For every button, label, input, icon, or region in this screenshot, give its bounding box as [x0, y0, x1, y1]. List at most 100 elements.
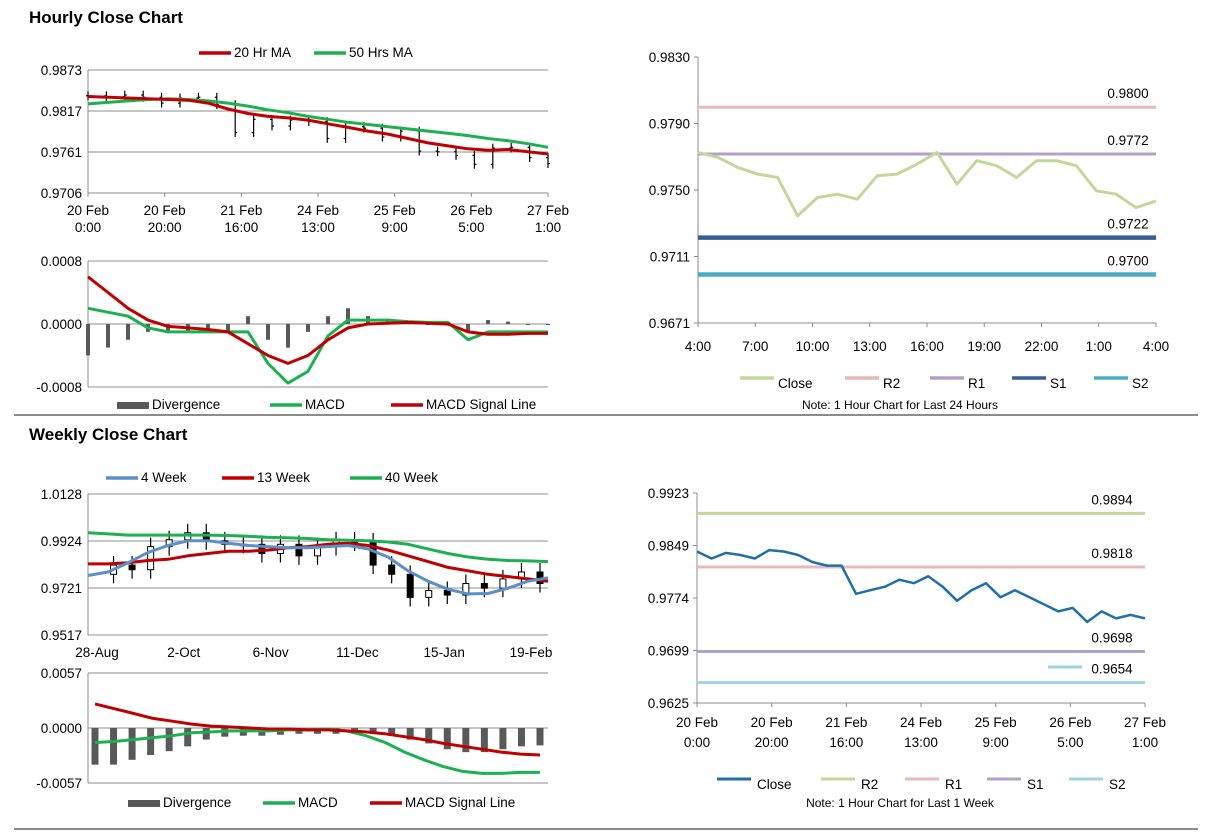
hourly-price-y-tick-label: 0.9761	[41, 145, 82, 160]
weekly-price-candle-body	[499, 578, 507, 589]
hourly-price-x-tick-label: 9:00	[382, 220, 408, 235]
weekly-levels-x-tick-label: 0:00	[684, 735, 710, 750]
hourly-macd-divergence-bar	[86, 324, 90, 356]
hourly-levels-s2-value-label: 0.9700	[1107, 253, 1148, 268]
weekly-levels-x-tick-label: 13:00	[904, 735, 938, 750]
hourly-macd-signal-line	[87, 275, 548, 365]
weekly-macd-divergence-bar	[536, 728, 544, 746]
hourly-macd-divergence-bar	[106, 324, 110, 348]
hourly-levels-y-tick-label: 0.9830	[649, 50, 690, 65]
weekly-macd-divergence-bar	[202, 728, 210, 740]
hourly-price-y-tick-label: 0.9873	[41, 63, 82, 78]
weekly-macd-divergence-bar	[517, 728, 525, 747]
weekly-price-candle-body	[480, 583, 488, 589]
weekly-macd-grid	[87, 672, 548, 784]
weekly-price-x-tick-label: 2-Oct	[167, 645, 200, 660]
weekly-price-x-tick-label: 19-Feb	[510, 645, 553, 660]
weekly-levels-close-line	[696, 548, 1146, 624]
weekly-price-y-tick-label: 1.0128	[41, 487, 82, 502]
weekly-levels-x-tick-label: 20 Feb	[751, 715, 793, 730]
hourly-macd-divergence-bar	[526, 324, 530, 325]
weekly-levels-x-tick-label: 1:00	[1132, 735, 1158, 750]
hourly-levels-x-tick-label: 4:00	[1143, 339, 1169, 354]
hourly-macd-legend-divergence-label: Divergence	[152, 397, 220, 412]
hourly-price-x-tick-label: 20 Feb	[144, 203, 186, 218]
hourly-macd-divergence-bar	[346, 308, 350, 324]
hourly-price-ohlc	[86, 90, 550, 169]
weekly-levels-x-tick-label: 20:00	[755, 735, 789, 750]
hourly-macd-divergence-bar	[266, 324, 270, 340]
hourly-price-x-tick-label: 16:00	[224, 220, 258, 235]
weekly-price-13wk-line	[88, 541, 549, 583]
hourly-price-x-tick-label: 20:00	[148, 220, 182, 235]
weekly-macd-legend-divergence-swatch	[128, 800, 160, 807]
weekly-levels-s1-value-label: 0.9698	[1091, 631, 1132, 646]
hourly-macd-y-tick-label: -0.0008	[36, 380, 82, 395]
weekly-levels-x-tick-label: 20 Feb	[676, 715, 718, 730]
weekly-price-candle-body	[406, 573, 414, 598]
weekly-levels-y-tick-label: 0.9774	[648, 591, 690, 606]
hourly-price-x-tick-label: 0:00	[75, 220, 101, 235]
weekly-levels-x-tick-label: 25 Feb	[975, 715, 1017, 730]
weekly-price-y-tick-label: 0.9721	[41, 581, 82, 596]
weekly-price-4wk-line	[87, 539, 549, 596]
weekly-price-candle-body	[295, 543, 303, 557]
weekly-price-y-tick-label: 0.9924	[41, 534, 83, 549]
weekly-macd-divergence-bar	[147, 728, 155, 756]
weekly-levels-x-tick-label: 16:00	[829, 735, 863, 750]
weekly-macd-divergence-bar	[128, 728, 136, 760]
hourly-price-legend-20hr-label: 20 Hr MA	[234, 45, 291, 60]
hourly-price-x-tick-label: 27 Feb	[527, 203, 569, 218]
weekly-levels-r2-value-label: 0.9894	[1091, 492, 1133, 507]
hourly-price-y-tick-label: 0.9706	[41, 186, 82, 201]
weekly-macd-divergence-bar	[462, 728, 470, 753]
weekly-levels-r1-value-label: 0.9818	[1091, 546, 1132, 561]
weekly-levels-legend-label: S1	[1027, 777, 1044, 792]
weekly-levels-x-tick-label: 21 Feb	[825, 715, 867, 730]
hourly-price-legend-50hr-label: 50 Hrs MA	[349, 45, 413, 60]
weekly-levels-y-tick-label: 0.9625	[648, 696, 689, 711]
weekly-levels-x-tick-label: 9:00	[983, 735, 1009, 750]
weekly-macd-divergence-bar	[499, 728, 507, 750]
hourly-levels-x-tick-label: 16:00	[910, 339, 944, 354]
hourly-macd-divergence-bar	[286, 324, 290, 348]
weekly-macd-legend-macd-label: MACD	[298, 795, 338, 810]
hourly-price-x-tick-label: 24 Feb	[297, 203, 339, 218]
hourly-levels-y-tick-label: 0.9671	[649, 316, 690, 331]
weekly-price-candle-body	[128, 564, 136, 571]
hourly-levels-x-tick-label: 1:00	[1086, 339, 1112, 354]
weekly-macd-line	[94, 727, 540, 775]
weekly-macd-divergence-bar	[480, 728, 488, 753]
hourly-levels-legend-label: S1	[1050, 376, 1067, 391]
weekly-macd-legend-signal-label: MACD Signal Line	[405, 795, 515, 810]
weekly-price-y-tick-label: 0.9517	[41, 628, 82, 643]
hourly-macd-divergence-bar	[546, 324, 550, 325]
weekly-price-x-tick-label: 11-Dec	[336, 645, 379, 660]
weekly-price-40wk-line	[87, 531, 549, 564]
hourly-macd-divergence-bar	[126, 324, 130, 340]
weekly-price-candle-body	[462, 583, 470, 596]
weekly-levels-s2-value-label: 0.9654	[1091, 662, 1133, 677]
hourly-price-x-tick-label: 25 Feb	[374, 203, 416, 218]
hourly-macd-divergence-bar	[206, 324, 210, 332]
weekly-price-candle-body	[425, 589, 433, 598]
hourly-levels-y-tick-label: 0.9711	[650, 250, 690, 265]
weekly-levels-x-tick-label: 24 Feb	[900, 715, 942, 730]
weekly-levels-legend-label: R1	[945, 777, 962, 792]
hourly-levels-legend-label: Close	[778, 376, 813, 391]
hourly-macd-divergence-bar	[466, 324, 470, 332]
weekly-macd-divergence-bar	[425, 728, 433, 744]
weekly-macd-divergence-bar	[443, 728, 451, 750]
hourly-macd-legend-macd-label: MACD	[305, 397, 345, 412]
hourly-macd-divergence-bar	[506, 321, 510, 324]
hourly-levels-legend-label: R2	[883, 376, 900, 391]
weekly-macd-divergence-bar	[184, 728, 192, 747]
weekly-macd-signal-line	[94, 702, 541, 757]
weekly-price-legend-40wk-label: 40 Week	[385, 470, 438, 485]
hourly-macd-divergence-bar	[486, 320, 490, 324]
hourly-price-x-tick-label: 20 Feb	[67, 203, 109, 218]
weekly-levels-x-tick-label: 5:00	[1057, 735, 1083, 750]
hourly-levels-x-tick-label: 19:00	[967, 339, 1001, 354]
hourly-macd-line	[87, 306, 548, 385]
